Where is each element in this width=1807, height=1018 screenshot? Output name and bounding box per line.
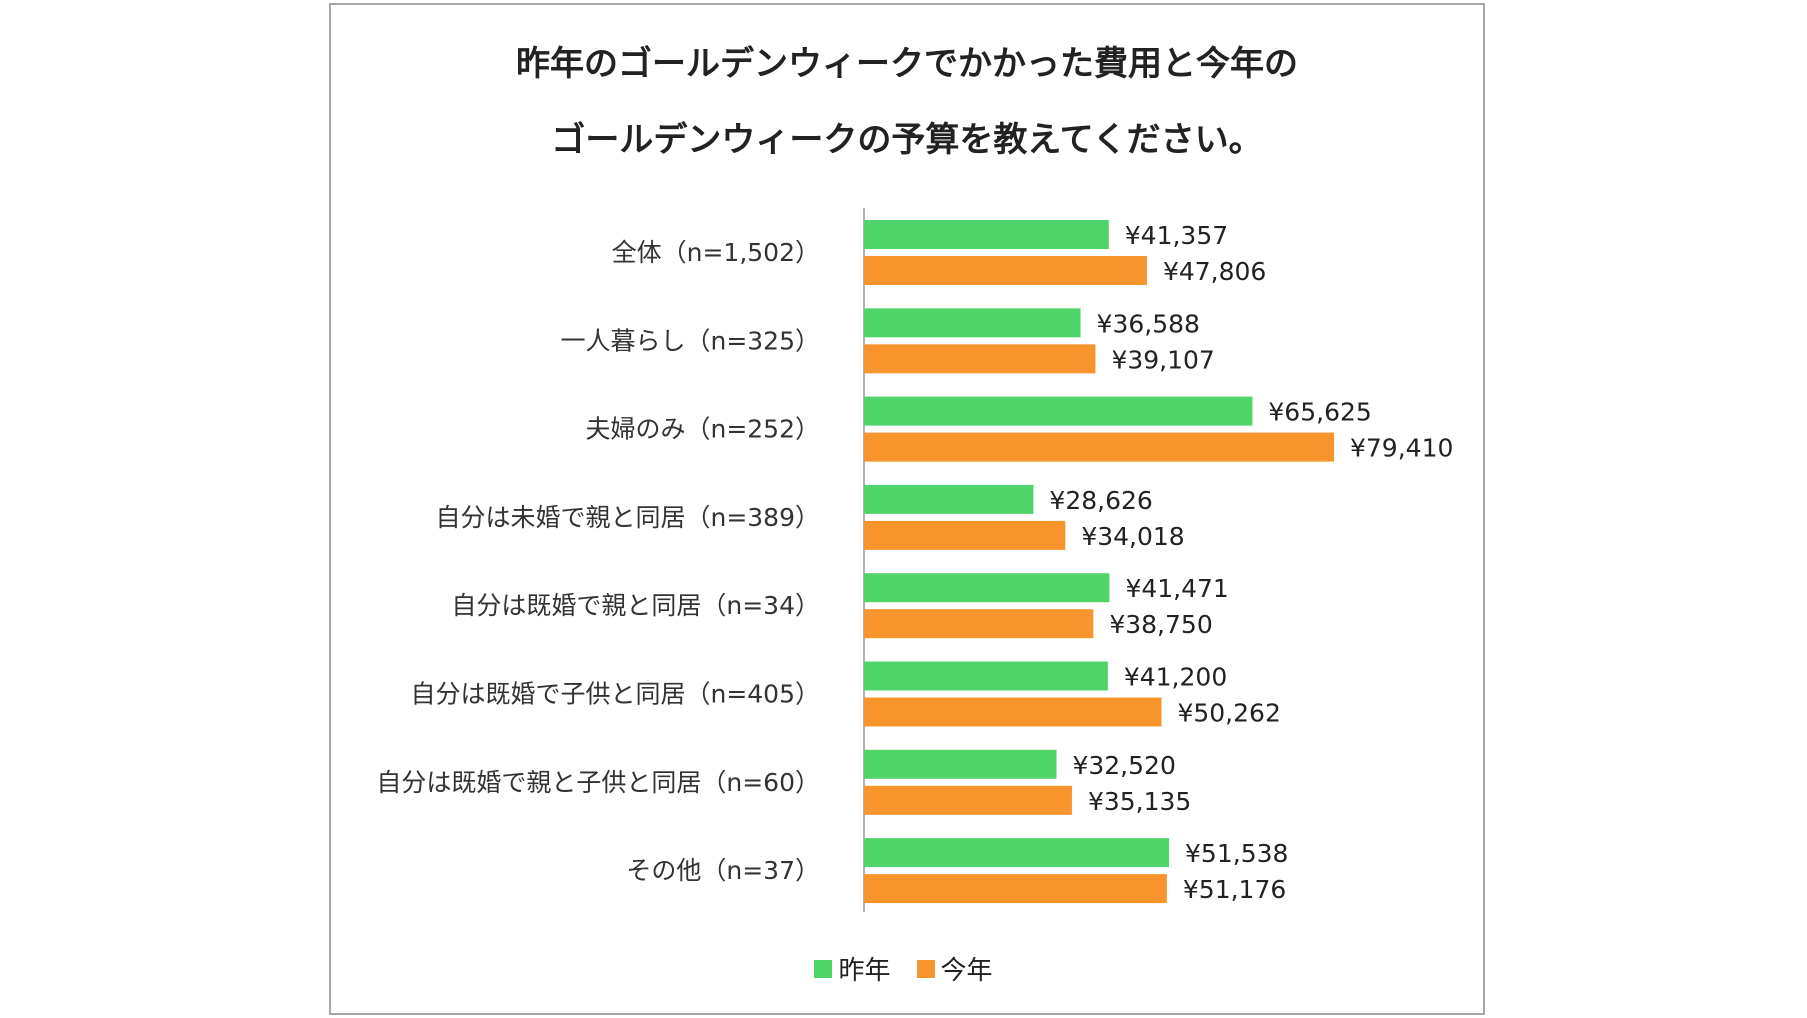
bar-this-year	[864, 785, 1072, 815]
legend-swatch-last-year	[814, 959, 833, 978]
legend-item-this-year: 今年	[916, 950, 993, 987]
bar-this-year	[864, 609, 1094, 639]
data-label: ¥28,626	[1049, 486, 1152, 515]
legend: 昨年 今年	[0, 950, 1807, 987]
bar-this-year	[864, 256, 1147, 285]
bar-last-year	[864, 838, 1170, 868]
bar-this-year	[864, 874, 1167, 904]
bar-last-year	[864, 573, 1110, 603]
bar-this-year	[864, 520, 1066, 550]
bar-last-year	[864, 749, 1057, 779]
legend-label-last-year: 昨年	[838, 956, 891, 986]
data-label: ¥47,806	[1163, 257, 1266, 286]
category-label: 自分は既婚で親と同居（n=34）	[451, 591, 820, 620]
category-label: その他（n=37）	[626, 856, 820, 885]
category-label: 自分は既婚で子供と同居（n=405）	[410, 680, 820, 709]
data-label: ¥41,200	[1124, 663, 1227, 692]
data-label: ¥38,750	[1109, 610, 1212, 639]
legend-swatch-this-year	[916, 959, 935, 978]
data-label: ¥36,588	[1097, 309, 1200, 338]
chart-frame	[329, 3, 1485, 1015]
legend-label-this-year: 今年	[940, 956, 993, 986]
bar-last-year	[864, 220, 1109, 249]
category-label: 自分は既婚で親と子供と同居（n=60）	[376, 768, 820, 797]
data-label: ¥79,410	[1350, 434, 1453, 463]
bar-this-year	[864, 697, 1162, 727]
bar-last-year	[864, 308, 1081, 338]
data-label: ¥41,471	[1125, 574, 1228, 603]
category-label: 夫婦のみ（n=252）	[585, 415, 820, 444]
category-label: 一人暮らし（n=325）	[560, 326, 820, 355]
data-label: ¥50,262	[1177, 699, 1280, 728]
legend-item-last-year: 昨年	[814, 950, 891, 987]
bar-last-year	[864, 661, 1108, 691]
bar-this-year	[864, 432, 1334, 462]
data-label: ¥51,538	[1185, 839, 1288, 868]
data-label: ¥32,520	[1072, 751, 1175, 780]
data-label: ¥39,107	[1111, 345, 1214, 374]
data-label: ¥65,625	[1268, 398, 1371, 427]
data-label: ¥41,357	[1125, 221, 1228, 250]
bar-last-year	[864, 396, 1253, 426]
chart-title-line-2: ゴールデンウィークの予算を教えてください。	[551, 120, 1263, 160]
chart-title-line-1: 昨年のゴールデンウィークでかかった費用と今年の	[516, 44, 1298, 84]
data-label: ¥51,176	[1183, 875, 1286, 904]
bar-last-year	[864, 484, 1034, 514]
data-label: ¥35,135	[1088, 787, 1191, 816]
bar-this-year	[864, 344, 1096, 374]
data-label: ¥34,018	[1081, 522, 1184, 551]
category-label: 自分は未婚で親と同居（n=389）	[435, 503, 820, 532]
category-label: 全体（n=1,502）	[612, 238, 820, 267]
